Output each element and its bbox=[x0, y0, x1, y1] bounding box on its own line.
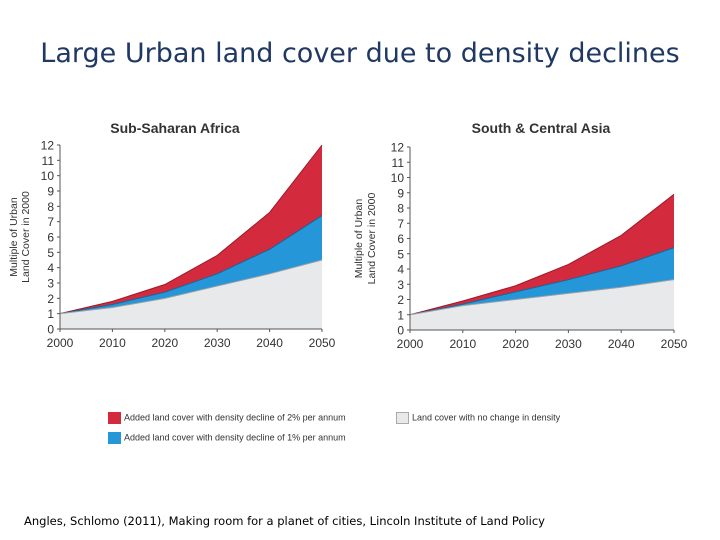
y-tick-label: 12 bbox=[391, 141, 405, 155]
y-tick-label: 10 bbox=[391, 171, 405, 185]
legend: Added land cover with density decline of… bbox=[108, 412, 608, 448]
y-tick-label: 8 bbox=[47, 200, 54, 214]
y-tick-label: 4 bbox=[397, 263, 404, 277]
y-tick-label: 2 bbox=[397, 293, 404, 307]
y-tick-label: 3 bbox=[397, 278, 404, 292]
line-added-land-cover-with-density-decline-of-1-per-annum bbox=[59, 215, 323, 315]
legend-item-no-change: Land cover with no change in density bbox=[396, 412, 560, 424]
chart-title: Sub-Saharan Africa bbox=[110, 120, 240, 136]
area-land-cover-with-no-change-in-density bbox=[410, 279, 674, 330]
x-tick-label: 2030 bbox=[555, 337, 582, 351]
legend-swatch-gray bbox=[396, 412, 409, 424]
y-tick-label: 0 bbox=[397, 324, 404, 338]
page-title: Large Urban land cover due to density de… bbox=[40, 38, 680, 69]
legend-swatch-red bbox=[108, 412, 121, 424]
y-tick-label: 0 bbox=[47, 323, 54, 337]
x-tick-label: 2000 bbox=[397, 337, 424, 351]
y-tick-label: 11 bbox=[392, 156, 405, 170]
y-tick-label: 10 bbox=[41, 169, 55, 183]
y-tick-label: 3 bbox=[47, 277, 54, 291]
line-land-cover-with-no-change-in-density bbox=[409, 279, 675, 316]
legend-item-2pct: Added land cover with density decline of… bbox=[108, 412, 346, 424]
y-tick-label: 11 bbox=[42, 154, 55, 168]
legend-label-1pct: Added land cover with density decline of… bbox=[124, 432, 346, 443]
y-tick-label: 8 bbox=[397, 202, 404, 216]
y-axis-label-line-2: Land Cover in 2000 bbox=[20, 191, 32, 283]
legend-label-2pct: Added land cover with density decline of… bbox=[124, 412, 346, 423]
x-tick-label: 2050 bbox=[309, 336, 336, 350]
chart-title: South & Central Asia bbox=[472, 120, 611, 136]
x-tick-label: 2030 bbox=[204, 336, 231, 350]
chart-south-central-asia: South & Central Asia Multiple of Urban Lan… bbox=[353, 120, 688, 351]
x-tick-label: 2040 bbox=[256, 336, 283, 350]
line-land-cover-with-no-change-in-density bbox=[59, 259, 323, 315]
chart-sub-saharan-africa: Sub-Saharan Africa Multiple of Urban Land … bbox=[8, 120, 336, 350]
x-tick-label: 2040 bbox=[608, 337, 635, 351]
y-tick-label: 5 bbox=[397, 247, 404, 261]
y-tick-label: 6 bbox=[397, 232, 404, 246]
line-added-land-cover-with-density-decline-of-2-per-annum bbox=[409, 193, 675, 316]
y-tick-label: 5 bbox=[47, 246, 54, 260]
y-tick-label: 12 bbox=[41, 139, 55, 153]
x-tick-label: 2010 bbox=[99, 336, 126, 350]
y-tick-label: 4 bbox=[47, 261, 54, 275]
x-tick-label: 2000 bbox=[47, 336, 74, 350]
y-tick-label: 2 bbox=[47, 292, 54, 306]
y-tick-label: 1 bbox=[397, 308, 404, 322]
legend-swatch-blue bbox=[108, 432, 121, 444]
y-tick-label: 7 bbox=[47, 215, 54, 229]
line-added-land-cover-with-density-decline-of-2-per-annum bbox=[59, 144, 323, 315]
legend-label-no-change: Land cover with no change in density bbox=[412, 412, 561, 423]
y-tick-label: 9 bbox=[397, 186, 404, 200]
y-axis-label-line-1: Multiple of Urban bbox=[8, 197, 20, 277]
y-axis-label-line-2: Land Cover in 2000 bbox=[366, 193, 378, 285]
x-tick-label: 2010 bbox=[449, 337, 476, 351]
x-tick-label: 2020 bbox=[151, 336, 178, 350]
x-tick-label: 2020 bbox=[502, 337, 529, 351]
y-tick-label: 7 bbox=[397, 217, 404, 231]
line-added-land-cover-with-density-decline-of-1-per-annum bbox=[409, 247, 675, 316]
y-axis-label-line-1: Multiple of Urban bbox=[353, 199, 365, 279]
y-tick-label: 9 bbox=[47, 185, 54, 199]
y-tick-label: 1 bbox=[47, 307, 54, 321]
citation: Angles, Schlomo (2011), Making room for … bbox=[24, 514, 545, 528]
legend-item-1pct: Added land cover with density decline of… bbox=[108, 432, 346, 444]
x-tick-label: 2050 bbox=[661, 337, 688, 351]
y-tick-label: 6 bbox=[47, 231, 54, 245]
